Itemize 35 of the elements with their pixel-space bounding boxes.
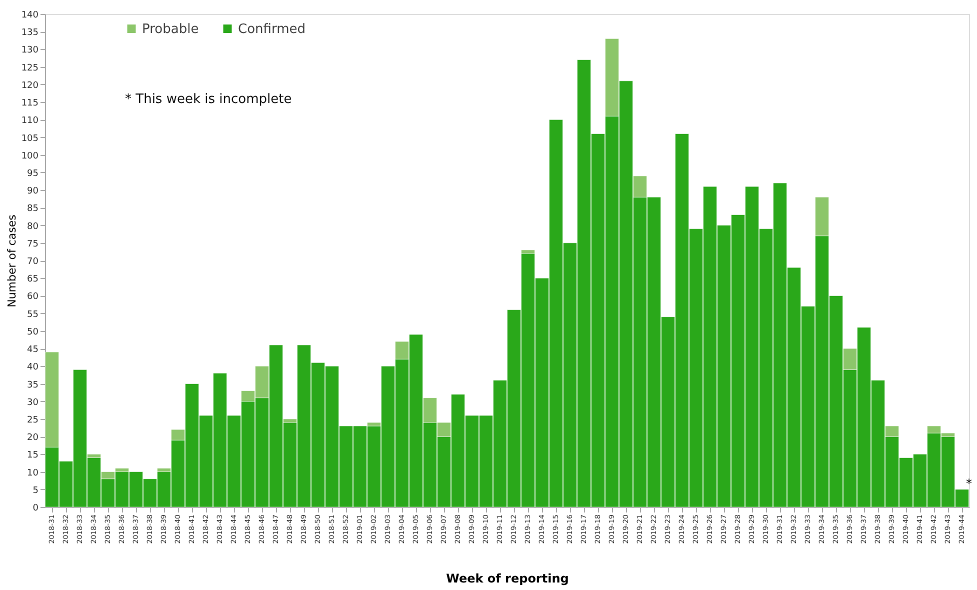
y-tick-label: 120 [21,80,39,91]
y-tick-label: 100 [21,151,39,162]
y-tick-label: 70 [27,257,39,267]
y-tick-label: 30 [27,398,39,408]
x-axis-title: Week of reporting [446,572,569,586]
annotation: * [966,476,972,490]
legend-label: Probable [142,22,199,37]
annotation: * This week is incomplete [125,92,292,107]
y-tick-label: 75 [27,239,38,250]
y-tick-label: 0 [32,504,39,514]
y-tick-label: 25 [27,415,38,426]
y-tick-label: 10 [27,468,39,478]
y-tick-label: 60 [27,292,39,302]
y-tick-label: 95 [27,168,38,179]
y-tick-label: 115 [21,98,38,109]
y-tick-label: 40 [27,362,39,373]
y-tick-label: 130 [21,46,39,56]
legend-label: Confirmed [238,22,306,37]
y-tick-label: 80 [27,222,39,232]
y-tick-label: 5 [32,486,38,496]
y-tick-label: 110 [21,116,39,126]
y-tick-label: 105 [21,134,38,144]
y-tick-label: 45 [27,345,38,356]
y-tick-label: 140 [21,10,39,20]
y-tick-label: 20 [27,433,39,444]
y-tick-label: 35 [27,380,38,390]
y-tick-label: 135 [21,28,38,38]
y-tick-label: 65 [27,274,38,285]
y-axis-title: Number of cases [5,214,18,308]
y-tick-label: 55 [27,310,38,320]
y-tick-label: 90 [27,186,39,197]
y-tick-label: 15 [27,450,38,461]
y-tick-label: 125 [21,63,38,74]
y-tick-label: 85 [27,204,38,214]
y-tick-label: 50 [27,327,39,338]
